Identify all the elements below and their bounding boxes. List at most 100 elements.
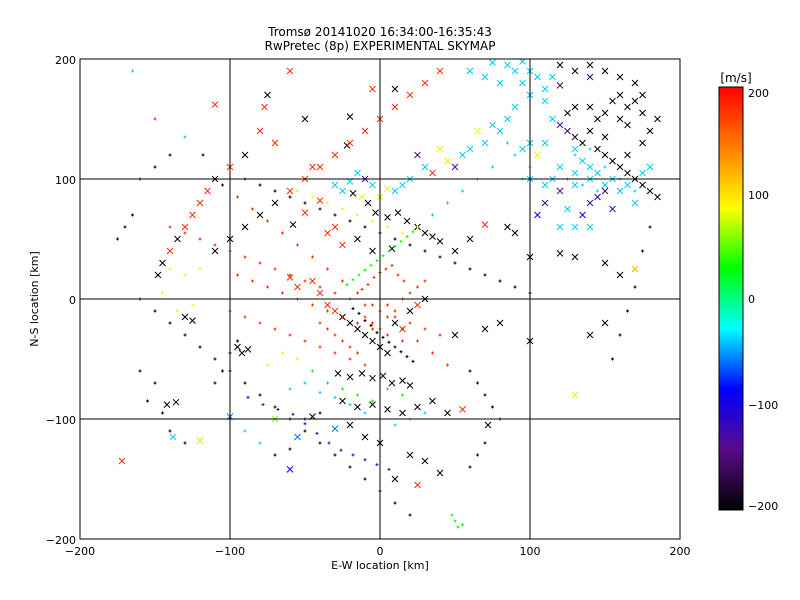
plus-marker bbox=[483, 393, 487, 397]
plus-marker bbox=[326, 309, 329, 313]
plus-marker bbox=[363, 268, 367, 272]
plus-marker bbox=[453, 261, 457, 265]
plus-marker bbox=[318, 441, 322, 445]
plus-marker bbox=[423, 411, 427, 415]
cross-marker bbox=[261, 103, 268, 111]
cross-marker bbox=[414, 403, 421, 411]
plus-marker bbox=[393, 423, 397, 427]
plus-marker bbox=[348, 403, 352, 407]
plus-marker bbox=[363, 319, 367, 323]
plus-marker bbox=[266, 219, 269, 223]
cross-marker bbox=[631, 79, 639, 87]
cross-marker bbox=[556, 223, 564, 231]
plus-marker bbox=[266, 285, 269, 289]
plus-marker bbox=[431, 351, 434, 355]
cross-marker bbox=[406, 451, 414, 459]
plus-marker bbox=[326, 201, 329, 205]
plus-marker bbox=[461, 189, 464, 193]
plus-marker bbox=[198, 267, 202, 271]
cross-marker bbox=[504, 223, 511, 231]
cross-marker bbox=[594, 169, 601, 177]
cross-marker bbox=[459, 406, 466, 413]
cross-marker bbox=[414, 301, 421, 309]
cross-marker bbox=[271, 139, 279, 147]
plus-marker bbox=[401, 339, 404, 343]
cross-marker bbox=[429, 397, 436, 405]
y-tick-label: 100 bbox=[55, 174, 76, 187]
cross-marker bbox=[631, 265, 639, 273]
plus-marker bbox=[281, 351, 284, 355]
cross-marker bbox=[339, 187, 346, 195]
plus-marker bbox=[369, 263, 373, 267]
plus-marker bbox=[221, 369, 224, 373]
cross-marker bbox=[631, 97, 639, 105]
plus-marker bbox=[153, 165, 157, 169]
plus-marker bbox=[461, 523, 464, 527]
plus-marker bbox=[423, 279, 427, 283]
cross-marker bbox=[496, 319, 504, 327]
plus-marker bbox=[243, 381, 247, 385]
cross-marker bbox=[624, 169, 631, 177]
x-tick-label: −100 bbox=[215, 545, 245, 558]
x-tick-label: 100 bbox=[520, 545, 541, 558]
y-tick-label: −200 bbox=[46, 534, 76, 547]
plus-marker bbox=[423, 249, 427, 253]
cross-marker bbox=[339, 241, 346, 249]
cross-marker bbox=[301, 115, 309, 123]
cross-marker bbox=[421, 163, 429, 171]
plus-marker bbox=[468, 267, 472, 271]
plus-marker bbox=[356, 213, 359, 217]
plus-marker bbox=[258, 321, 262, 325]
plus-marker bbox=[291, 412, 295, 416]
chart-title: Tromsø 20141020 16:34:00-16:35:43 bbox=[267, 25, 492, 39]
cross-marker bbox=[511, 103, 519, 111]
cross-marker bbox=[163, 401, 171, 408]
cross-marker bbox=[571, 103, 579, 111]
cross-marker bbox=[316, 163, 324, 171]
cross-marker bbox=[384, 185, 391, 192]
cross-marker bbox=[436, 145, 444, 153]
plus-marker bbox=[123, 225, 127, 229]
cross-marker bbox=[256, 211, 264, 219]
cross-marker bbox=[271, 199, 279, 207]
cross-marker bbox=[316, 289, 324, 297]
cross-marker bbox=[181, 223, 189, 231]
plus-marker bbox=[303, 279, 307, 283]
plus-marker bbox=[176, 309, 179, 313]
plus-marker bbox=[581, 183, 584, 187]
plus-marker bbox=[387, 249, 391, 253]
cross-marker bbox=[594, 145, 601, 153]
cross-marker bbox=[646, 163, 654, 171]
x-axis-label: E-W location [km] bbox=[331, 559, 429, 572]
plus-marker bbox=[116, 237, 119, 241]
cross-marker bbox=[181, 313, 189, 321]
cross-marker bbox=[196, 437, 204, 444]
plus-marker bbox=[476, 453, 479, 457]
plus-marker bbox=[369, 323, 373, 327]
plus-marker bbox=[393, 237, 397, 241]
plus-marker bbox=[251, 207, 254, 211]
plus-marker bbox=[198, 345, 202, 349]
plus-marker bbox=[348, 219, 352, 223]
cross-marker bbox=[391, 475, 399, 483]
plus-marker bbox=[273, 327, 277, 331]
cross-marker bbox=[654, 115, 661, 123]
cross-marker bbox=[406, 91, 414, 99]
plus-marker bbox=[513, 285, 517, 289]
cross-marker bbox=[331, 223, 339, 231]
plus-marker bbox=[596, 189, 599, 193]
plus-marker bbox=[246, 395, 250, 399]
cross-marker bbox=[172, 398, 180, 406]
cross-marker bbox=[631, 199, 639, 207]
cross-marker bbox=[286, 274, 294, 281]
cross-marker bbox=[534, 211, 541, 219]
cross-marker bbox=[616, 187, 624, 195]
plus-marker bbox=[371, 219, 374, 223]
plus-marker bbox=[393, 244, 397, 248]
plus-marker bbox=[363, 411, 367, 415]
plus-marker bbox=[183, 135, 187, 139]
cross-marker bbox=[601, 187, 609, 195]
cross-marker bbox=[346, 139, 354, 147]
cross-marker bbox=[586, 127, 594, 135]
cross-marker bbox=[316, 197, 324, 204]
